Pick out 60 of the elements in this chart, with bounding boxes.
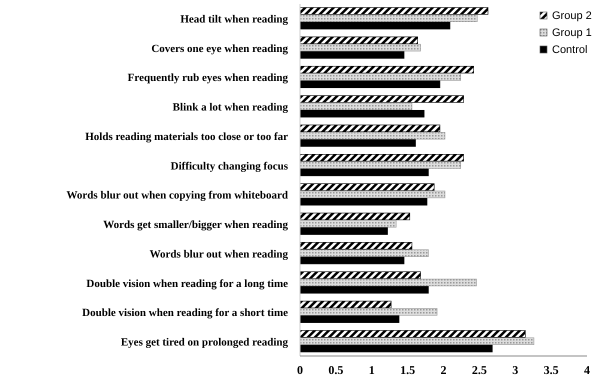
- x-tick-label: 2.5: [472, 363, 487, 377]
- bar: [300, 66, 474, 74]
- bar: [300, 51, 404, 59]
- bar: [300, 14, 478, 22]
- bar: [300, 95, 464, 103]
- y-tick-label: Words blur out when reading: [150, 248, 288, 260]
- bar: [300, 22, 450, 30]
- x-tick-label: 1.5: [400, 363, 416, 377]
- y-tick-label: Frequently rub eyes when reading: [128, 72, 288, 84]
- x-tick-label: 4: [584, 363, 590, 377]
- y-tick-label: Blink a lot when reading: [172, 102, 288, 114]
- bar: [300, 308, 438, 316]
- bar: [300, 124, 440, 132]
- bar: [300, 190, 446, 198]
- bar: [300, 80, 440, 88]
- bar: [300, 168, 429, 176]
- y-tick-label: Difficulty changing focus: [170, 160, 289, 172]
- x-tick-label: 2: [440, 363, 446, 377]
- bar: [300, 227, 388, 235]
- bar: [300, 161, 462, 169]
- bar: [300, 110, 424, 118]
- bar: [300, 256, 404, 264]
- y-tick-label: Head tilt when reading: [180, 14, 288, 26]
- bar: [300, 132, 446, 140]
- x-tick-label: 1: [368, 363, 375, 377]
- y-tick-label: Words get smaller/bigger when reading: [103, 219, 288, 232]
- bar: [300, 102, 412, 110]
- bar: [300, 315, 400, 323]
- y-tick-label: Double vision when reading for a long time: [86, 278, 288, 290]
- bar: [300, 139, 416, 147]
- bar: [300, 242, 412, 250]
- bar: [300, 154, 464, 162]
- y-tick-label: Words blur out when copying from whiteboard: [66, 190, 288, 202]
- bar: [300, 220, 396, 228]
- bar: [300, 300, 392, 308]
- legend-label: Group 2: [552, 10, 592, 22]
- y-tick-label: Double vision when reading for a short time: [82, 307, 288, 320]
- bar: [300, 278, 477, 286]
- bar: [300, 198, 428, 206]
- bar: [300, 7, 488, 15]
- bar: [300, 338, 534, 345]
- bar: [300, 36, 418, 44]
- bar: [300, 73, 462, 81]
- legend-label: Group 1: [552, 27, 592, 39]
- bar: [300, 344, 493, 352]
- y-tick-label: Holds reading materials too close or too far: [85, 130, 288, 143]
- bar: [300, 212, 410, 220]
- bar: [300, 286, 429, 294]
- x-tick-label: 3: [512, 363, 518, 377]
- bar: [300, 330, 526, 338]
- x-tick-label: 3.5: [544, 363, 559, 377]
- x-tick-label: 0: [297, 363, 303, 377]
- y-tick-label: Covers one eye when reading: [151, 42, 288, 55]
- bar: [300, 271, 421, 279]
- bar: [300, 183, 434, 191]
- legend-label: Control: [552, 44, 588, 56]
- bar: [300, 44, 421, 52]
- bar: [300, 249, 429, 257]
- x-tick-label: 0.5: [328, 363, 344, 377]
- y-tick-label: Eyes get tired on prolonged reading: [120, 336, 288, 348]
